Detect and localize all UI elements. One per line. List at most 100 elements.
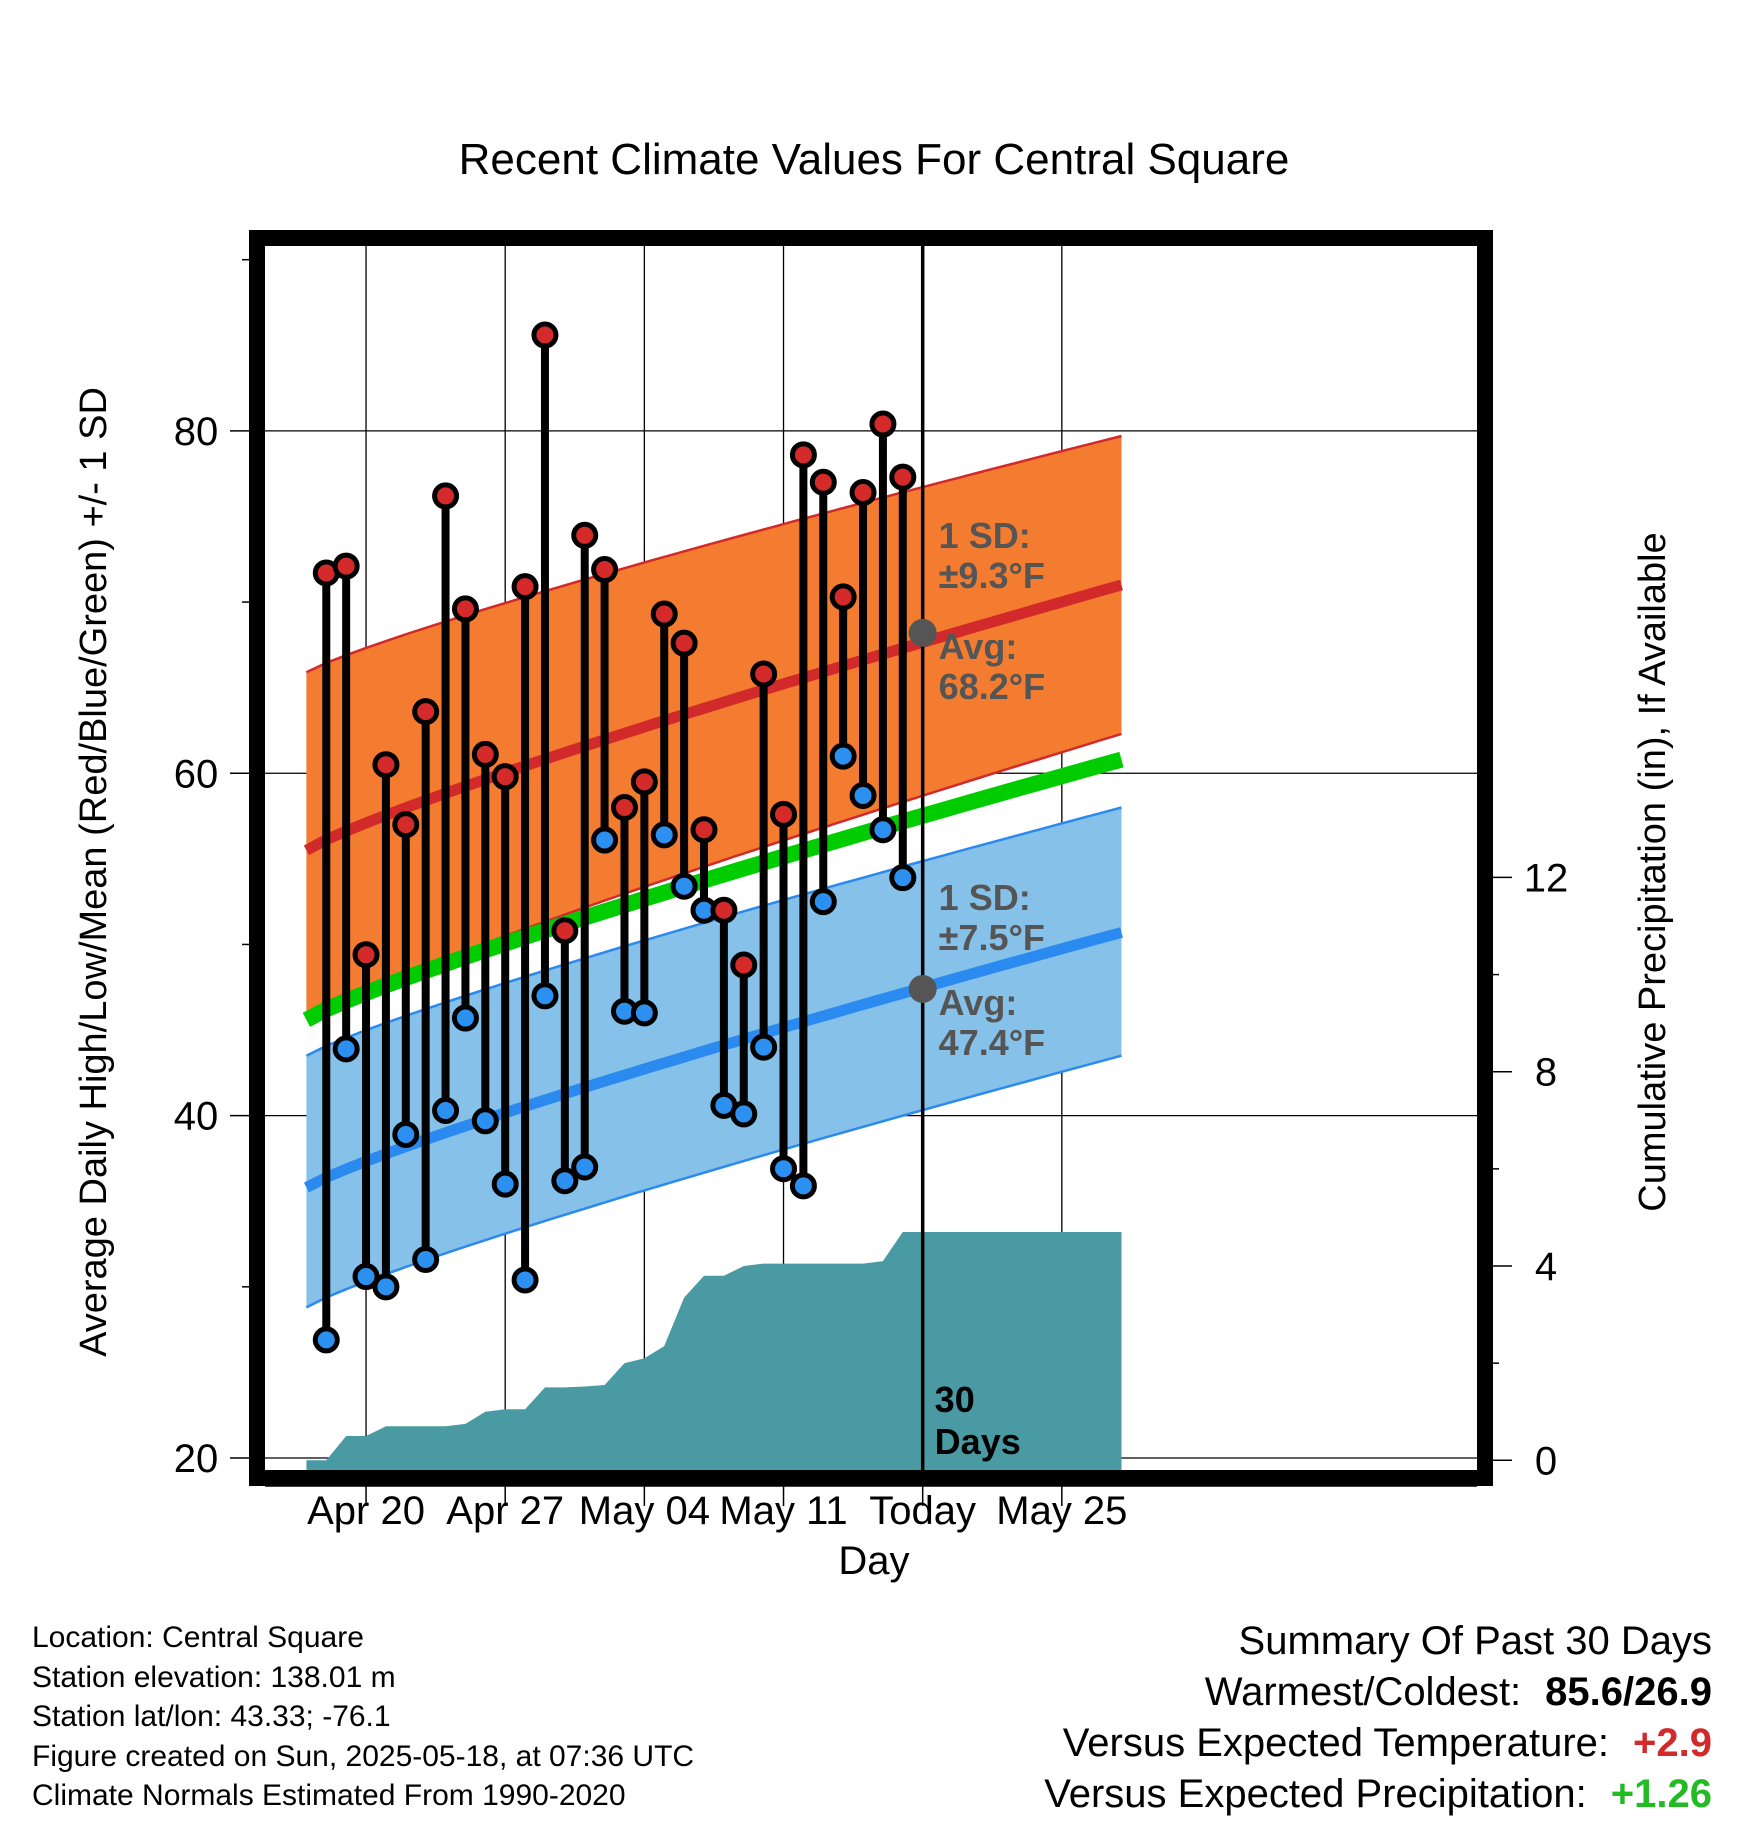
daily-high-point — [491, 763, 519, 791]
low-avg-label: 47.4°F — [939, 1022, 1045, 1063]
daily-high-point — [392, 811, 420, 839]
y2-tick-label: 12 — [1524, 856, 1569, 900]
daily-high-point — [471, 740, 499, 768]
chart-title: Recent Climate Values For Central Square — [459, 135, 1290, 184]
daily-low-point — [730, 1100, 758, 1128]
daily-low-point — [630, 999, 658, 1027]
daily-high-point — [352, 941, 380, 969]
x-tick-label: May 25 — [996, 1489, 1127, 1533]
daily-high-point — [809, 468, 837, 496]
daily-low-point — [332, 1035, 360, 1063]
days-window-label: 30 — [935, 1379, 975, 1420]
y2-tick-label: 8 — [1535, 1051, 1557, 1095]
daily-high-point — [829, 583, 857, 611]
daily-high-point — [690, 816, 718, 844]
daily-low-point — [412, 1245, 440, 1273]
daily-high-point — [670, 629, 698, 657]
low-sd-label: 1 SD: — [939, 877, 1031, 918]
summary-temp: Versus Expected Temperature: +2.9 — [1044, 1718, 1712, 1769]
daily-high-point — [451, 595, 479, 623]
daily-high-point — [551, 917, 579, 945]
high-sd-band — [306, 436, 1122, 1020]
plot-frame — [249, 230, 1493, 1486]
footer-normals: Climate Normals Estimated From 1990-2020 — [32, 1779, 626, 1812]
daily-low-point — [571, 1153, 599, 1181]
low-avg-label: Avg: — [939, 982, 1018, 1023]
summary-warm-cold: Warmest/Coldest: 85.6/26.9 — [1044, 1667, 1712, 1718]
axes: 20 40 60 80 0 4 8 12 Apr 20 Apr 27 May 04 May 11 Tod… — [174, 246, 1569, 1533]
daily-low-point — [511, 1266, 539, 1294]
footer-location: Location: Central Square — [32, 1621, 364, 1654]
precip-cumulative-area — [306, 1232, 1122, 1470]
daily-high-point — [889, 463, 917, 491]
y-axis-label: Average Daily High/Low/Mean (Red/Blue/Gr… — [73, 387, 115, 1357]
footer-info: Location: Central Square Station elevati… — [32, 1618, 694, 1816]
daily-high-point — [710, 896, 738, 924]
x-tick-label: May 11 — [719, 1489, 847, 1533]
x-tick-label: Apr 27 — [446, 1489, 564, 1533]
daily-high-point — [789, 441, 817, 469]
y2-tick-label: 0 — [1535, 1439, 1557, 1483]
daily-high-point — [630, 768, 658, 796]
daily-low-point — [869, 816, 897, 844]
daily-low-point — [372, 1273, 400, 1301]
footer-elevation: Station elevation: 138.01 m — [32, 1660, 396, 1694]
daily-low-point — [829, 742, 857, 770]
daily-high-point — [869, 410, 897, 438]
daily-high-point — [770, 800, 798, 828]
footer-created: Figure created on Sun, 2025-05-18, at 07… — [32, 1739, 695, 1773]
daily-low-point — [809, 888, 837, 916]
high-avg-label: 68.2°F — [939, 666, 1045, 707]
daily-high-point — [511, 573, 539, 601]
daily-high-point — [610, 793, 638, 821]
summary-title: Summary Of Past 30 Days — [1238, 1619, 1712, 1663]
daily-high-point — [432, 482, 460, 510]
precip-label: Versus Expected Precipitation: — [1044, 1772, 1587, 1816]
avg-low-line — [303, 927, 1123, 1193]
climate-chart: Recent Climate Values For Central Square… — [73, 135, 1674, 1583]
daily-low-point — [889, 864, 917, 892]
daily-high-point — [412, 698, 440, 726]
daily-high-point — [332, 552, 360, 580]
daily-high-point — [571, 521, 599, 549]
x-tick-label: Today — [869, 1489, 976, 1533]
days-window-label: Days — [935, 1421, 1021, 1462]
high-sd-label: ±9.3°F — [939, 555, 1045, 596]
daily-low-point — [789, 1172, 817, 1200]
y2-axis-label: Cumulative Precipitation (in), If Availa… — [1632, 532, 1674, 1211]
footer-latlon: Station lat/lon: 43.33; -76.1 — [32, 1700, 391, 1733]
daily-low-point — [531, 982, 559, 1010]
x-axis-label: Day — [838, 1539, 909, 1583]
daily-high-point — [372, 751, 400, 779]
plot-border — [249, 230, 1493, 1486]
high-sd-label: 1 SD: — [939, 515, 1031, 556]
x-tick-label: May 04 — [579, 1489, 710, 1533]
daily-high-point — [531, 321, 559, 349]
y-tick-label: 40 — [174, 1095, 219, 1139]
daily-low-point — [432, 1097, 460, 1125]
daily-low-point — [551, 1167, 579, 1195]
today-low-avg-dot — [908, 974, 937, 1003]
temp-label: Versus Expected Temperature: — [1062, 1721, 1610, 1765]
x-tick-label: Apr 20 — [307, 1489, 425, 1533]
daily-low-point — [650, 821, 678, 849]
warm-cold-label: Warmest/Coldest: — [1204, 1670, 1522, 1714]
daily-high-point — [591, 556, 619, 584]
y-tick-label: 20 — [174, 1437, 219, 1481]
daily-low-point — [670, 872, 698, 900]
daily-low-point — [750, 1033, 778, 1061]
daily-high-point — [650, 600, 678, 628]
low-sd-band-lower-edge — [305, 1054, 1122, 1309]
precip-value: +1.26 — [1610, 1772, 1712, 1816]
summary-precip: Versus Expected Precipitation: +1.26 — [1044, 1769, 1712, 1820]
y-tick-label: 60 — [174, 752, 219, 796]
today-high-avg-dot — [908, 618, 937, 647]
low-sd-label: ±7.5°F — [939, 917, 1045, 958]
warm-cold-value: 85.6/26.9 — [1545, 1670, 1712, 1714]
daily-low-point — [591, 826, 619, 854]
precip-area — [306, 1232, 1122, 1470]
daily-high-point — [730, 951, 758, 979]
y2-tick-label: 4 — [1535, 1245, 1557, 1289]
daily-low-point — [770, 1155, 798, 1183]
